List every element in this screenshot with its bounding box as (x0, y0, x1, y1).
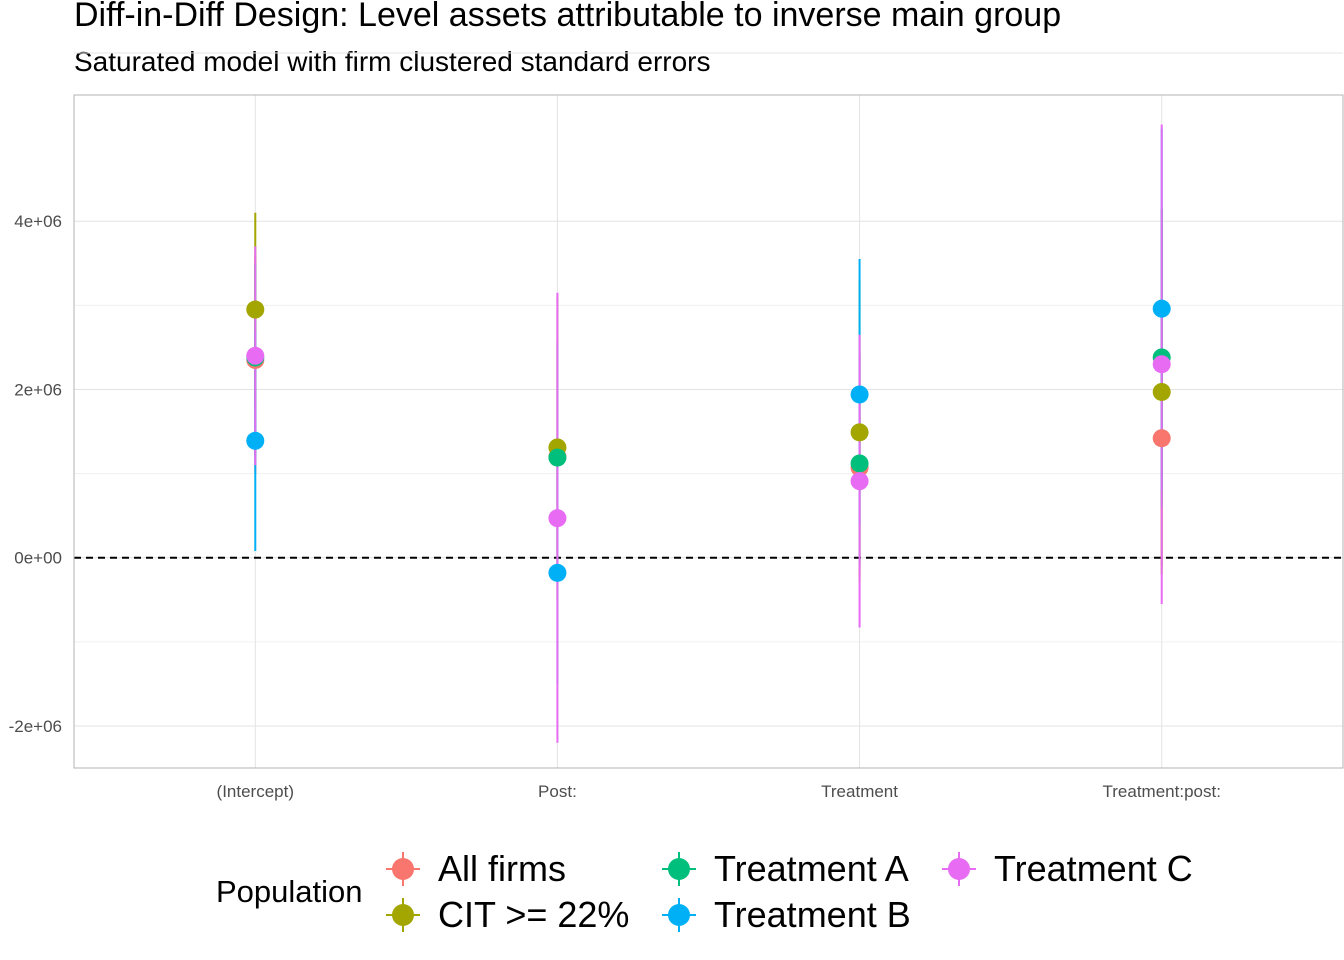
x-tick-label: (Intercept) (217, 782, 294, 801)
legend-item-treatment-c: Treatment C (938, 846, 1193, 892)
legend-item-cit: CIT >= 22% (382, 892, 629, 938)
data-point (548, 563, 567, 582)
y-tick-label: -2e+06 (9, 717, 62, 736)
legend-label: Treatment B (714, 894, 911, 935)
panel-border (73, 94, 1344, 769)
data-point (850, 385, 869, 404)
data-point (850, 423, 869, 442)
data-point (1152, 355, 1171, 374)
legend-item-treatment-a: Treatment A (658, 846, 909, 892)
data-point (1152, 299, 1171, 318)
legend-title: Population (216, 874, 363, 909)
legend-label: All firms (438, 848, 566, 889)
legend-key-icon (382, 892, 424, 938)
chart-title: Diff-in-Diff Design: Level assets attrib… (74, 0, 1062, 34)
y-tick-label: 2e+06 (14, 380, 62, 399)
data-point (1152, 429, 1171, 448)
legend-key-icon (382, 846, 424, 892)
data-point (246, 346, 265, 365)
legend-label: CIT >= 22% (438, 894, 630, 935)
data-point (850, 454, 869, 473)
legend-label: Treatment A (714, 848, 909, 889)
legend-key-icon (658, 892, 700, 938)
x-tick-label: Treatment (821, 782, 898, 801)
x-tick-label: Post: (538, 782, 577, 801)
y-tick-label: 0e+00 (14, 549, 62, 568)
data-point (548, 509, 567, 528)
data-point (548, 448, 567, 467)
data-point (850, 472, 869, 491)
legend-key-icon (658, 846, 700, 892)
chart-plot: -2e+06 0e+00 2e+06 4e+06 (Intercept) Post: Tre… (9, 52, 1344, 801)
x-tick-label: Treatment:post: (1103, 782, 1221, 801)
legend-item-treatment-b: Treatment B (658, 892, 911, 938)
legend-key-icon (938, 846, 980, 892)
legend-label: Treatment C (994, 848, 1193, 889)
y-tick-label: 4e+06 (14, 212, 62, 231)
data-point (246, 300, 265, 319)
data-point (1152, 382, 1171, 401)
chart-subtitle: Saturated model with firm clustered stan… (74, 46, 711, 77)
legend-item-all-firms: All firms (382, 846, 566, 892)
data-point (246, 431, 265, 450)
